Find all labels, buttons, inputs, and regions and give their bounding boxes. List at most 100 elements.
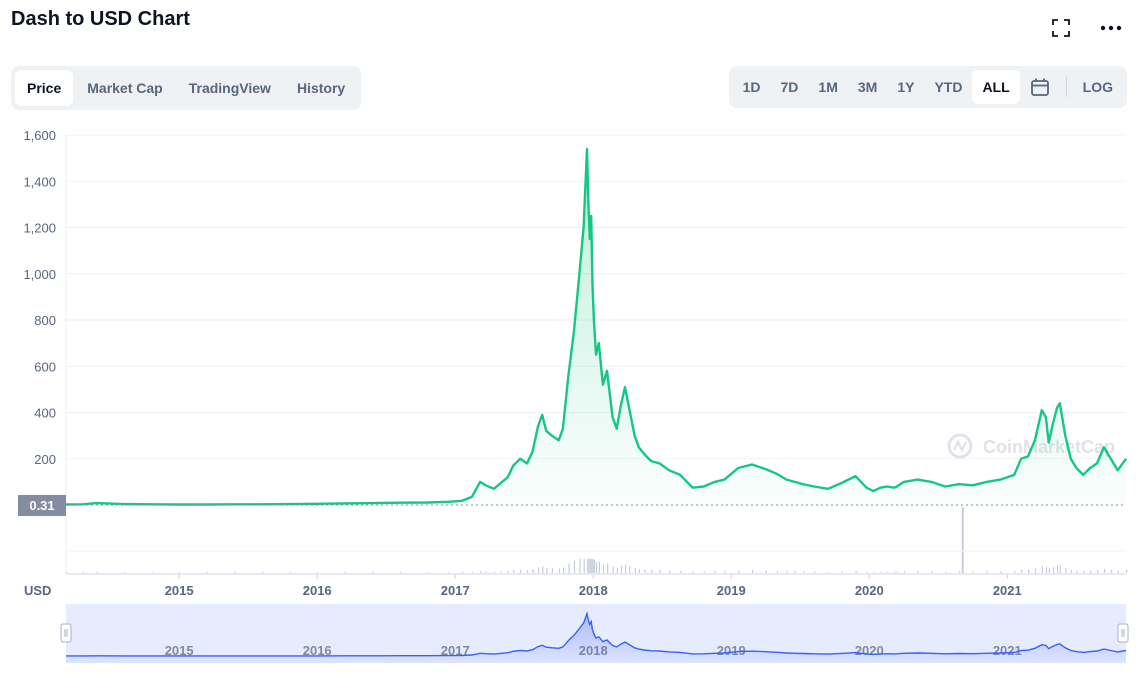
fullscreen-icon[interactable] <box>1049 16 1073 40</box>
navigator-tick-label: 2018 <box>579 643 608 658</box>
tab-market-cap[interactable]: Market Cap <box>87 80 163 96</box>
volume-bar <box>1110 569 1113 573</box>
volume-bar <box>568 563 570 573</box>
volume-bar <box>123 572 126 573</box>
top-actions <box>1049 16 1123 40</box>
y-tick-label: 1,200 <box>23 221 56 236</box>
volume-bar <box>593 559 596 573</box>
more-icon[interactable] <box>1099 16 1123 40</box>
y-tick-label: 1,400 <box>23 174 56 189</box>
volume-bar <box>1076 570 1078 573</box>
volume-bar <box>1090 570 1092 573</box>
range-7d[interactable]: 7D <box>780 79 799 95</box>
volume-bar <box>669 570 671 573</box>
volume-bar <box>485 571 487 573</box>
volume-bar <box>945 571 947 573</box>
volume-bar <box>1083 570 1085 573</box>
volume-bar <box>703 571 705 573</box>
watermark-text: CoinMarketCap <box>983 437 1115 457</box>
volume-bar <box>903 571 905 573</box>
y-tick-label: 200 <box>34 452 56 467</box>
volume-bar <box>896 571 899 573</box>
volume-bar <box>507 571 509 573</box>
volume-bar <box>1000 571 1002 573</box>
navigator-area <box>66 613 1126 663</box>
volume-bar <box>427 572 429 573</box>
x-tick-label: 2017 <box>441 583 470 598</box>
y-tick-label: 400 <box>34 406 56 421</box>
y-tick-label: 1,600 <box>23 128 56 143</box>
volume-bar <box>520 569 522 573</box>
current-price-tag <box>18 495 66 516</box>
volume-bar <box>616 567 618 573</box>
volume-bar <box>880 571 882 573</box>
volume-bar <box>598 561 600 573</box>
tab-history[interactable]: History <box>296 80 346 96</box>
currency-label: USD <box>24 583 51 598</box>
volume-bar <box>765 570 767 573</box>
y-tick-label: 800 <box>34 313 56 328</box>
volume-bar <box>738 570 740 573</box>
y-tick-label: 600 <box>34 359 56 374</box>
volume-bar <box>644 569 646 573</box>
navigator-handle-left[interactable] <box>60 623 72 643</box>
volume-bar <box>1059 565 1061 573</box>
volume-bar <box>1052 567 1055 573</box>
volume-bar <box>480 571 482 573</box>
tab-price[interactable]: Price <box>15 70 74 106</box>
volume-bar <box>317 572 319 573</box>
x-tick-label: 2018 <box>579 583 608 598</box>
volume-bar <box>583 559 585 573</box>
volume-bar <box>724 571 726 573</box>
volume-bar <box>532 569 534 573</box>
volume-bar <box>624 564 627 573</box>
volume-bar <box>620 565 623 573</box>
volume-bar <box>1126 569 1128 573</box>
volume-bar <box>261 572 264 573</box>
volume-bar <box>546 567 548 573</box>
calendar-icon[interactable] <box>1020 70 1060 104</box>
volume-bar <box>602 564 605 573</box>
price-line <box>65 147 1127 506</box>
volume-bar <box>607 563 609 573</box>
volume-bar <box>1014 570 1016 573</box>
volume-bar <box>573 560 576 573</box>
volume-bar <box>1028 569 1030 573</box>
volume-bar <box>400 572 402 573</box>
range-1y[interactable]: 1Y <box>897 79 915 95</box>
tab-tradingview[interactable]: TradingView <box>188 80 271 96</box>
volume-bar <box>372 572 374 573</box>
volume-bars <box>66 507 1128 573</box>
volume-bar <box>634 568 636 573</box>
range-1m[interactable]: 1M <box>818 79 838 95</box>
navigator-tick-label: 2016 <box>303 643 332 658</box>
volume-bar <box>958 571 961 573</box>
volume-bar <box>1041 566 1044 573</box>
volume-bar <box>493 571 496 573</box>
range-3m[interactable]: 3M <box>857 79 878 95</box>
volume-bar <box>538 567 540 573</box>
volume-bar <box>596 562 598 573</box>
volume-bar <box>1048 568 1050 573</box>
chart-type-tabs: Price Market Cap TradingView History <box>11 66 362 110</box>
range-ytd[interactable]: YTD <box>934 79 963 95</box>
range-all[interactable]: ALL <box>972 70 1020 104</box>
volume-bar <box>680 570 682 573</box>
range-1d[interactable]: 1D <box>742 79 761 95</box>
volume-bar <box>448 572 450 573</box>
range-separator <box>1065 77 1067 97</box>
volume-bar <box>500 571 502 573</box>
volume-bar <box>629 566 631 573</box>
navigator-tick-label: 2019 <box>717 643 746 658</box>
navigator-background <box>66 604 1126 663</box>
volume-bar <box>786 571 788 573</box>
navigator-handle-right[interactable] <box>1117 623 1129 643</box>
volume-bar <box>1117 570 1119 573</box>
navigator-tick-label: 2017 <box>441 643 470 658</box>
log-toggle[interactable]: LOG <box>1082 79 1113 95</box>
navigator-line <box>66 611 1127 657</box>
volume-bar <box>471 572 473 573</box>
volume-bar <box>873 572 875 573</box>
y-tick-label: 1,000 <box>23 267 56 282</box>
volume-bar <box>289 572 291 573</box>
